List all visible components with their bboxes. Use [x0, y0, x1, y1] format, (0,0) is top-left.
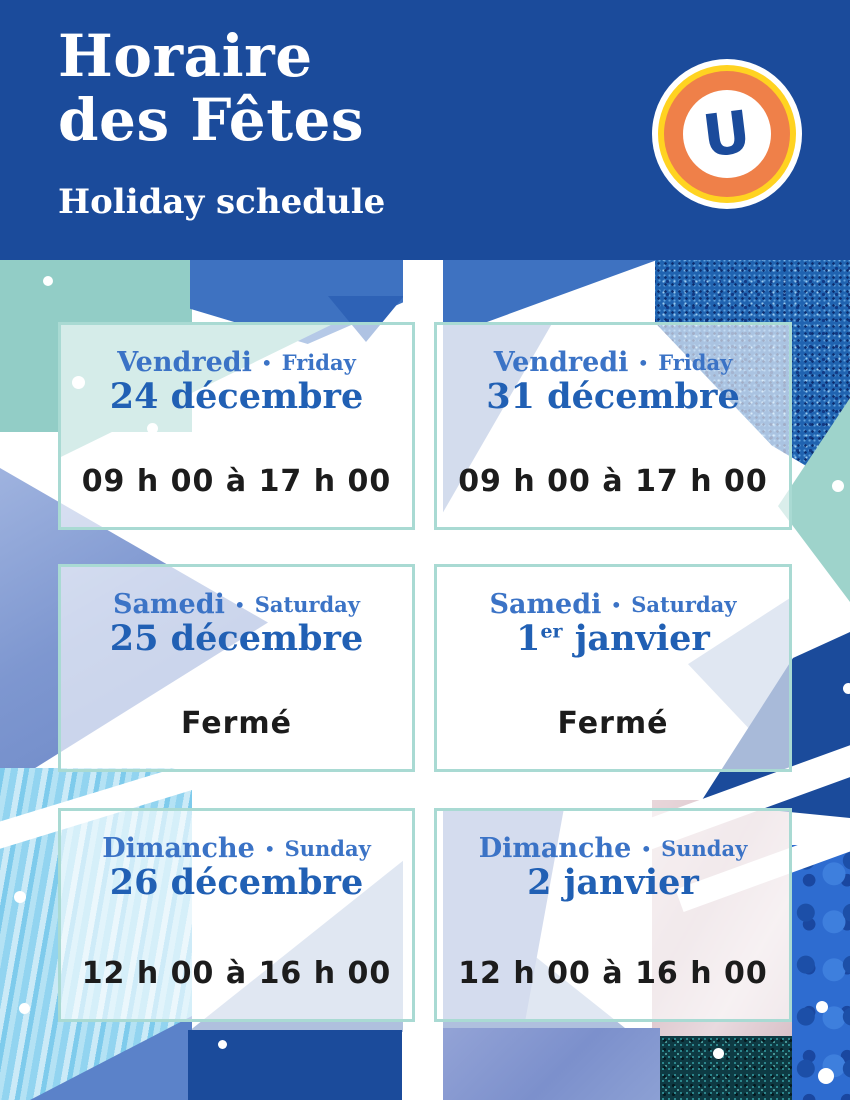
snow-dot [43, 276, 53, 286]
bg-cracked-texture-right [792, 845, 850, 1100]
date-main: 2 janvier [527, 862, 699, 903]
day-name-fr: Dimanche [478, 833, 632, 864]
bullet-separator: • [640, 836, 653, 861]
snow-dot [832, 480, 844, 492]
schedule-card-dec-31: Vendredi • Friday 31 décembre 09 h 00 à … [434, 322, 792, 530]
bullet-separator: • [637, 350, 650, 375]
day-name-fr: Dimanche [102, 833, 255, 864]
snow-dot [818, 1068, 834, 1084]
schedule-card-dec-26: Dimanche • Sunday 26 décembre 12 h 00 à … [58, 808, 415, 1022]
date-label: 26 décembre [109, 862, 364, 903]
hours-label: 09 h 00 à 17 h 00 [81, 464, 392, 499]
snow-dot [843, 683, 850, 694]
snow-dot [14, 891, 26, 903]
date-label: 31 décembre [486, 376, 740, 417]
page-title: Horaire des Fêtes [58, 24, 364, 152]
date-rest: janvier [562, 618, 710, 659]
bg-watercolor-bottom [443, 1028, 660, 1100]
day-name-en: Saturday [254, 592, 360, 617]
title-line-fr-2: des Fêtes [58, 86, 365, 154]
day-name-en: Sunday [284, 836, 371, 861]
day-name-fr: Samedi [489, 589, 602, 620]
day-name-en: Saturday [631, 592, 737, 617]
title-line-fr-1: Horaire [58, 22, 313, 90]
day-name-en: Sunday [661, 836, 748, 861]
logo-inner-circle: U [683, 90, 771, 178]
date-main: 1 [516, 618, 541, 659]
date-main: 26 décembre [109, 862, 364, 903]
logo-yellow-ring: U [658, 65, 796, 203]
date-ordinal: er [540, 620, 563, 643]
date-label: 1er janvier [516, 618, 710, 659]
day-name-fr: Vendredi [493, 347, 629, 378]
day-label: Samedi • Saturday [113, 589, 360, 620]
snow-dot [816, 1001, 828, 1013]
schedule-card-jan-1: Samedi • Saturday 1er janvier Fermé [434, 564, 792, 772]
logo-orange-ring: U [664, 71, 790, 197]
logo-letter-u: U [699, 97, 755, 171]
header-banner: Horaire des Fêtes Holiday schedule U [0, 0, 850, 260]
bullet-separator: • [263, 836, 276, 861]
day-label: Dimanche • Sunday [102, 833, 371, 864]
bullet-separator: • [260, 350, 273, 375]
bg-dark-glitter-bottom [660, 1036, 792, 1100]
day-label: Vendredi • Friday [494, 347, 733, 378]
bullet-separator: • [610, 592, 623, 617]
brand-logo: U [652, 59, 802, 209]
date-label: 24 décembre [109, 376, 364, 417]
date-main: 25 décembre [109, 618, 364, 659]
day-label: Vendredi • Friday [117, 347, 356, 378]
day-label: Samedi • Saturday [490, 589, 737, 620]
date-main: 24 décembre [109, 376, 364, 417]
day-name-en: Friday [658, 350, 733, 375]
page-subtitle: Holiday schedule [58, 182, 386, 222]
day-name-fr: Samedi [113, 589, 225, 620]
bullet-separator: • [233, 592, 246, 617]
hours-label: 12 h 00 à 16 h 00 [81, 956, 392, 991]
hours-label: Fermé [557, 706, 669, 741]
snow-dot [218, 1040, 227, 1049]
schedule-card-jan-2: Dimanche • Sunday 2 janvier 12 h 00 à 16… [434, 808, 792, 1022]
day-label: Dimanche • Sunday [479, 833, 748, 864]
hours-label: 12 h 00 à 16 h 00 [458, 956, 768, 991]
date-main: 31 décembre [486, 376, 740, 417]
date-label: 25 décembre [109, 618, 364, 659]
day-name-fr: Vendredi [117, 347, 252, 378]
day-name-en: Friday [281, 350, 356, 375]
snow-dot [45, 459, 55, 469]
hours-label: Fermé [180, 706, 293, 741]
date-label: 2 janvier [527, 862, 699, 903]
schedule-card-dec-25: Samedi • Saturday 25 décembre Fermé [58, 564, 415, 772]
snow-dot [19, 1003, 30, 1014]
hours-label: 09 h 00 à 17 h 00 [458, 464, 768, 499]
snow-dot [713, 1048, 724, 1059]
schedule-card-dec-24: Vendredi • Friday 24 décembre 09 h 00 à … [58, 322, 415, 530]
